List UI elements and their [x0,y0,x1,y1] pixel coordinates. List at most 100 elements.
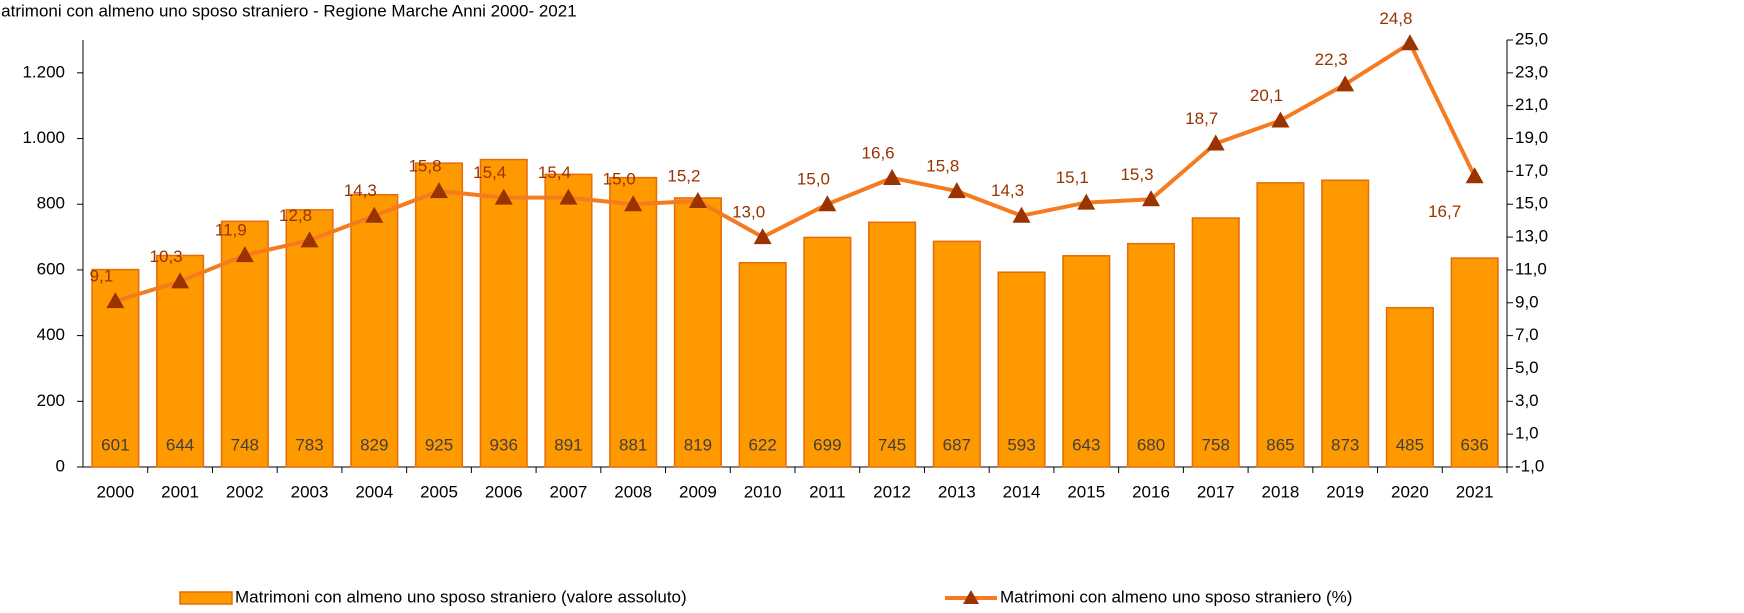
line-marker [624,195,643,212]
line-marker [106,292,125,309]
x-tick-label: 2017 [1197,482,1235,501]
line-marker [559,188,578,205]
bar-value-label: 819 [684,435,712,454]
bar-value-label: 936 [490,435,518,454]
line-value-label: 24,8 [1379,9,1412,28]
x-tick-label: 2016 [1132,482,1170,501]
bar-value-label: 687 [943,435,971,454]
bar [738,261,787,468]
line-value-label: 18,7 [1185,109,1218,128]
bar-value-label: 644 [166,435,194,454]
line-value-label: 12,8 [279,206,312,225]
line-value-label: 15,0 [603,170,636,189]
x-tick-label: 2000 [96,482,134,501]
bar-value-label: 622 [748,435,776,454]
y2-tick-label: 9,0 [1515,292,1539,311]
bar [1385,306,1434,468]
bar [868,221,917,468]
bar-value-label: 601 [101,435,129,454]
x-tick-label: 2008 [614,482,652,501]
y2-tick-label: 19,0 [1515,128,1548,147]
bar-value-label: 699 [813,435,841,454]
bar-value-label: 881 [619,435,647,454]
bar [803,236,852,468]
line-value-label: 15,3 [1120,165,1153,184]
y-tick-label: 1.200 [22,62,65,81]
line-marker [818,195,837,212]
line-value-label: 22,3 [1315,50,1348,69]
line [114,40,1477,304]
bar-value-label: 680 [1137,435,1165,454]
line-value-label: 14,3 [344,181,377,200]
bar [544,173,593,468]
x-tick-label: 2001 [161,482,199,501]
line-value-label: 15,8 [408,157,441,176]
bar-value-label: 593 [1007,435,1035,454]
y-tick-label: 600 [37,259,65,278]
bar-value-label: 873 [1331,435,1359,454]
line-value-label: 16,6 [862,143,895,162]
y2-tick-label: 7,0 [1515,325,1539,344]
chart-title: Matrimoni con almeno uno sposo straniero… [0,1,577,20]
x-tick-label: 2004 [355,482,393,501]
x-tick-label: 2015 [1067,482,1105,501]
y2-tick-label: 13,0 [1515,227,1548,246]
y-tick-label: 200 [37,391,65,410]
legend-label: Matrimoni con almeno uno sposo straniero… [235,587,687,606]
legend-marker [963,590,979,604]
y2-tick-label: 25,0 [1515,29,1548,48]
bar-value-label: 865 [1266,435,1294,454]
line-marker [1012,206,1031,223]
x-tick-label: 2002 [226,482,264,501]
x-tick-label: 2018 [1262,482,1300,501]
line-value-label: 14,3 [991,181,1024,200]
bar [609,176,658,468]
y2-tick-label: 23,0 [1515,62,1548,81]
bar-value-label: 925 [425,435,453,454]
bar-value-label: 485 [1396,435,1424,454]
line-value-label: 11,9 [215,221,247,240]
line-marker [947,182,966,199]
bar [156,254,205,468]
bar [997,271,1046,468]
x-tick-label: 2009 [679,482,717,501]
bar-value-label: 636 [1460,435,1488,454]
line-value-label: 13,0 [732,203,765,222]
bar [932,240,981,468]
line-marker [688,191,707,208]
bar-value-label: 748 [231,435,259,454]
y2-tick-label: 15,0 [1515,194,1548,213]
y-tick-label: 400 [37,325,65,344]
bar [350,193,399,468]
line-value-label: 15,0 [797,170,830,189]
x-tick-label: 2014 [1003,482,1041,501]
bar-value-label: 891 [554,435,582,454]
y2-tick-label: 17,0 [1515,161,1548,180]
legend-swatch [179,591,233,605]
x-tick-label: 2005 [420,482,458,501]
line-value-label: 15,4 [538,163,571,182]
y-tick-label: 0 [56,456,65,475]
bar-value-label: 783 [295,435,323,454]
bar [673,197,722,468]
line-marker [300,231,319,248]
line-marker [1465,167,1484,184]
x-tick-label: 2007 [550,482,588,501]
y-tick-label: 1.000 [22,128,65,147]
bar [1321,179,1370,468]
line-value-label: 15,2 [667,166,700,185]
line-value-label: 15,8 [926,157,959,176]
x-tick-label: 2006 [485,482,523,501]
bar [479,158,528,468]
line-value-label: 10,3 [150,247,183,266]
x-tick-label: 2021 [1456,482,1494,501]
line-marker [430,182,448,199]
bar [1191,217,1240,468]
bar [285,209,334,468]
y-tick-label: 800 [37,194,65,213]
bar-value-label: 758 [1202,435,1230,454]
x-tick-label: 2012 [873,482,911,501]
line-value-label: 15,4 [473,163,506,182]
bar [1126,242,1176,468]
